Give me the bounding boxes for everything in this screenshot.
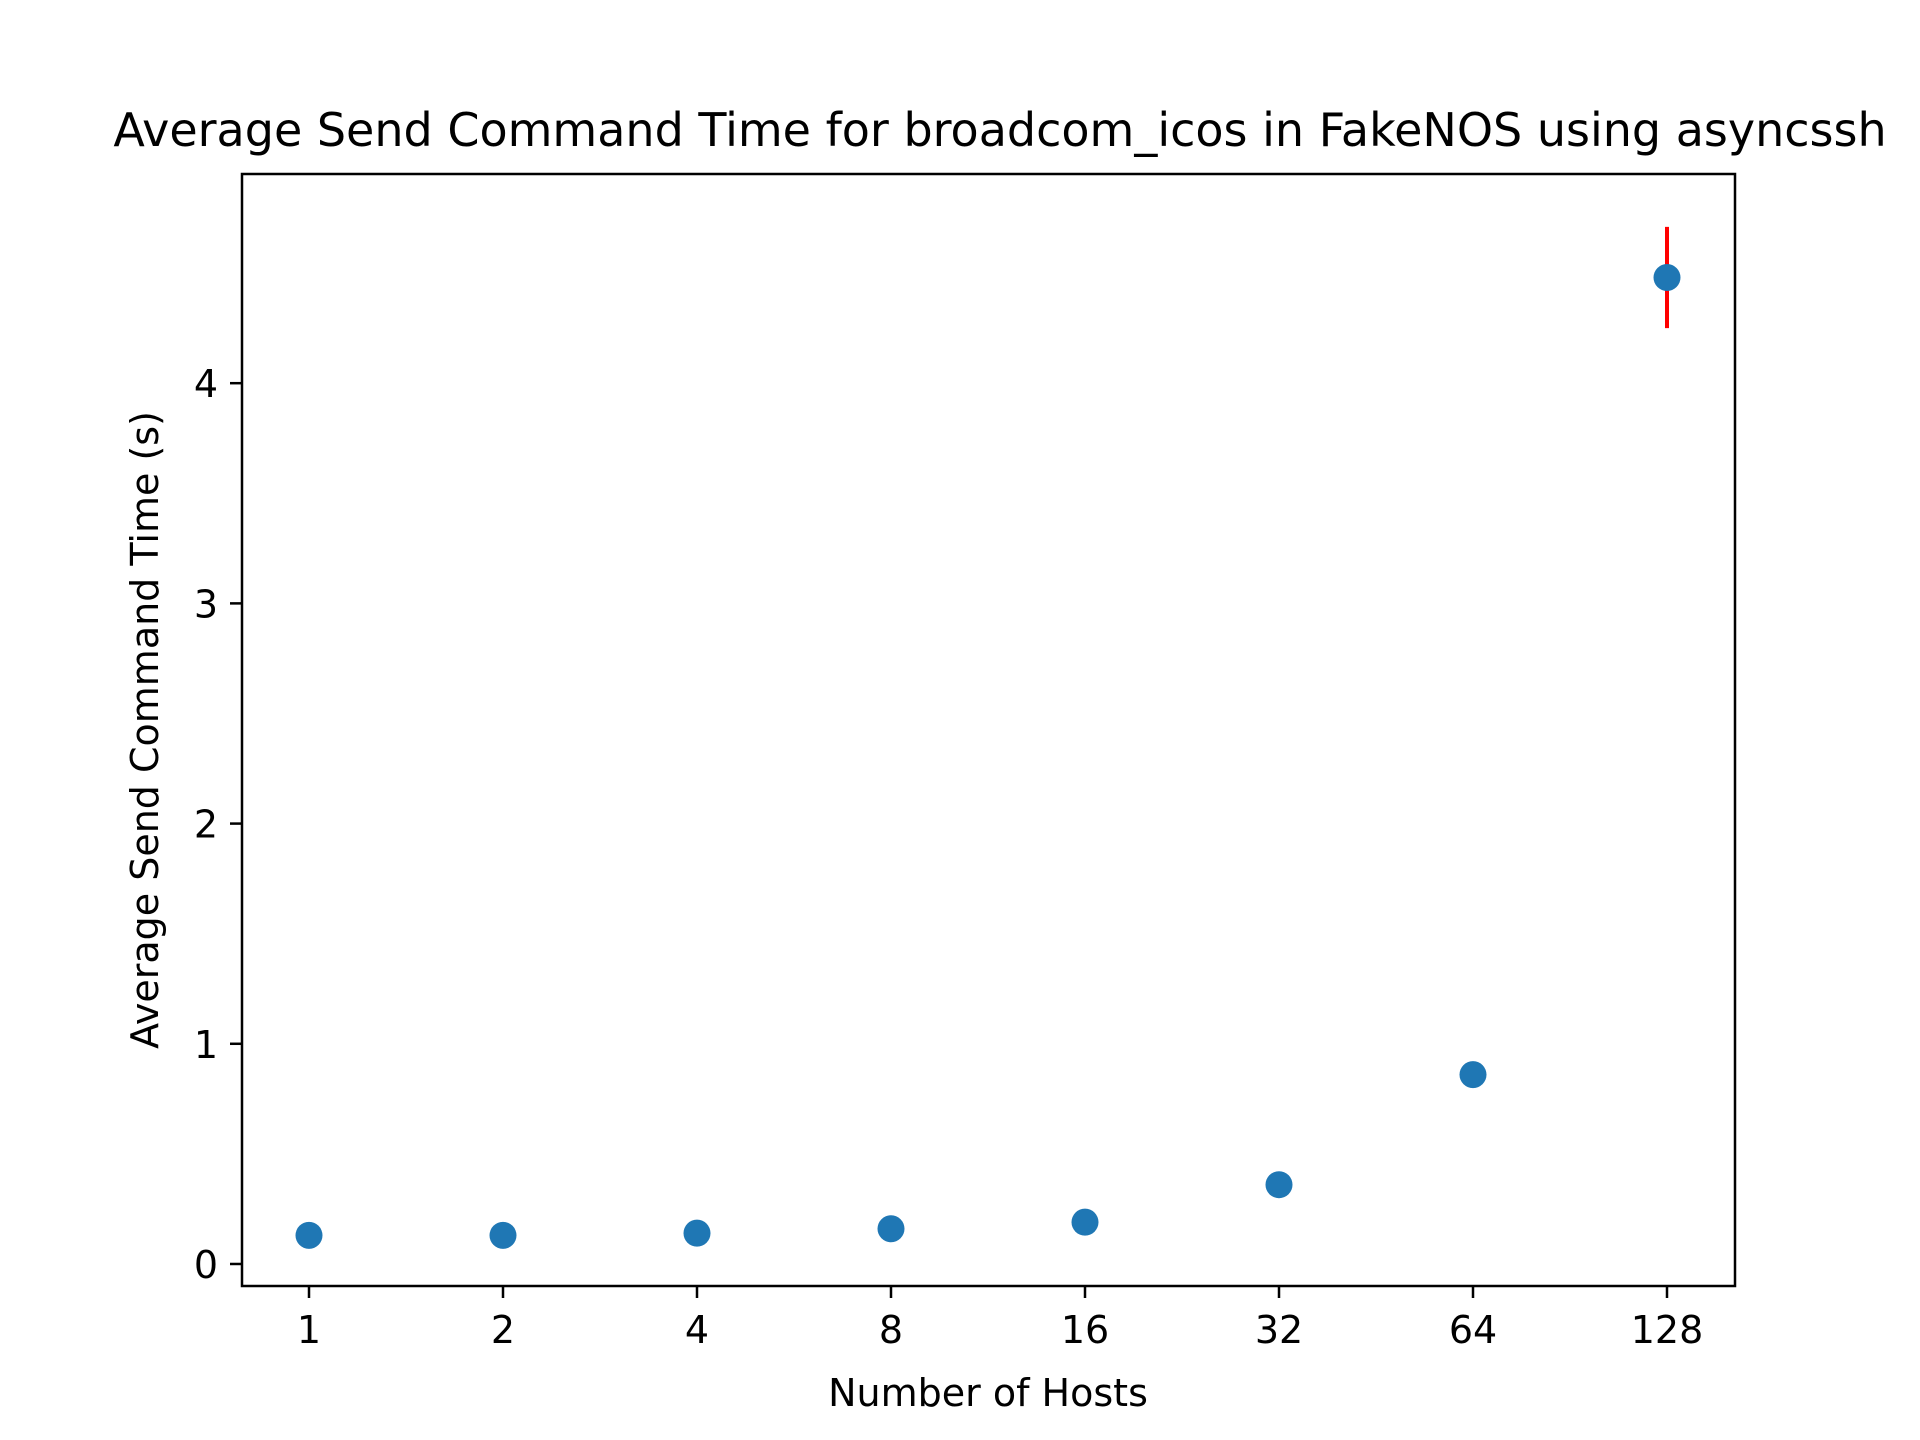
chart-title: Average Send Command Time for broadcom_i… <box>113 103 1886 157</box>
x-tick-label: 64 <box>1449 1308 1497 1352</box>
y-tick-label: 2 <box>194 803 218 847</box>
data-point <box>295 1221 323 1249</box>
x-tick-label: 32 <box>1255 1308 1303 1352</box>
x-tick-label: 1 <box>297 1308 321 1352</box>
x-tick-label: 4 <box>685 1308 709 1352</box>
data-point <box>683 1219 711 1247</box>
y-tick-label: 4 <box>194 362 218 406</box>
x-tick-label: 128 <box>1631 1308 1704 1352</box>
data-point <box>489 1221 517 1249</box>
data-point <box>877 1215 905 1243</box>
data-points <box>295 263 1681 1249</box>
data-point <box>1265 1171 1293 1199</box>
y-tick-label: 0 <box>194 1243 218 1287</box>
x-tick-label: 16 <box>1061 1308 1109 1352</box>
data-point <box>1459 1061 1487 1089</box>
y-axis-ticks: 0 1 2 3 4 <box>194 362 242 1287</box>
x-axis-label: Number of Hosts <box>828 1371 1148 1415</box>
y-axis-label: Average Send Command Time (s) <box>123 411 167 1049</box>
y-tick-label: 1 <box>194 1023 218 1067</box>
plot-area-frame <box>240 172 1737 1288</box>
x-tick-label: 2 <box>491 1308 515 1352</box>
data-point <box>1071 1208 1099 1236</box>
data-point <box>1653 263 1681 291</box>
x-tick-label: 8 <box>879 1308 903 1352</box>
x-axis-ticks: 1 2 4 8 16 32 64 128 <box>297 1286 1703 1352</box>
y-tick-label: 3 <box>194 582 218 626</box>
